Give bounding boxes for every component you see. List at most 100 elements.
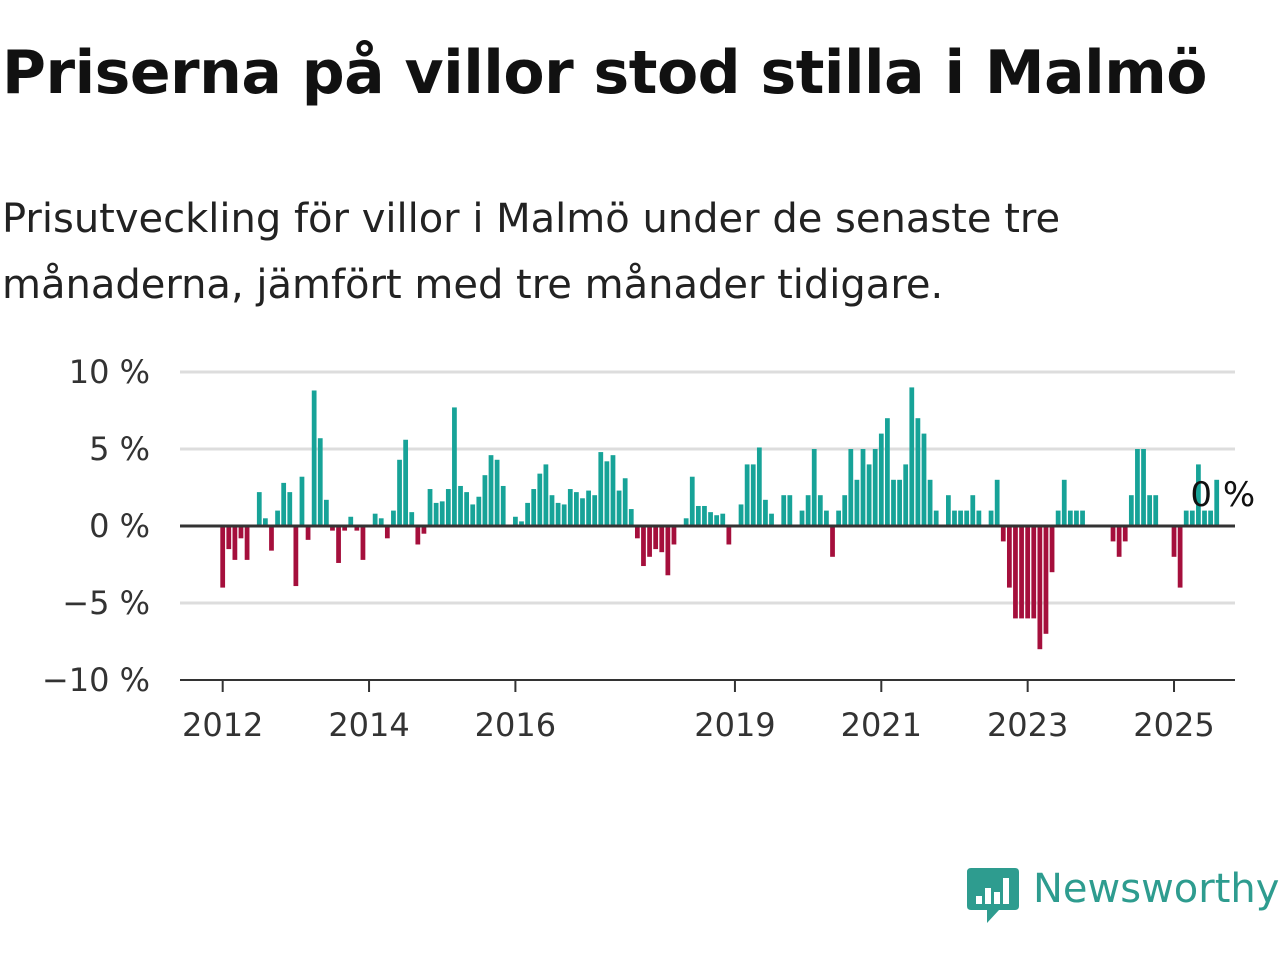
bar (915, 418, 921, 526)
bar (244, 526, 250, 560)
chart-subtitle: Prisutveckling för villor i Malmö under … (2, 196, 1061, 308)
bar (817, 495, 823, 526)
bar (433, 502, 439, 526)
x-tick-label: 2016 (475, 706, 556, 744)
bar (403, 439, 409, 526)
bar (799, 510, 805, 526)
bar (824, 510, 829, 526)
y-tick-label: −10 % (42, 661, 150, 699)
bar (238, 526, 244, 539)
bar (513, 516, 518, 526)
bar (830, 526, 835, 557)
bar (256, 492, 262, 526)
bar (598, 452, 604, 526)
bar (586, 490, 591, 526)
bar (689, 476, 695, 526)
brand-name: Newsworthy (1033, 866, 1280, 912)
bar (287, 492, 293, 526)
bar-chart: 10 % 5 % 0 % −5 % −10 % 2012 2014 2016 2019 2021 2… (42, 353, 1255, 744)
y-tick-label: 10 % (69, 353, 150, 391)
bar (616, 490, 622, 526)
bar (836, 510, 841, 526)
bar (1006, 526, 1012, 588)
bar (903, 464, 909, 526)
bar (866, 464, 872, 526)
bar (409, 512, 415, 526)
bar (921, 433, 927, 526)
tick-labels: 10 % 5 % 0 % −5 % −10 % 2012 2014 2016 2019 2021 2… (42, 353, 1255, 744)
bar (531, 489, 537, 526)
bar (610, 455, 616, 526)
bar (976, 510, 982, 526)
bar (1202, 510, 1207, 526)
bar (842, 495, 848, 526)
bar (592, 495, 598, 526)
bar (708, 512, 713, 526)
bar (342, 526, 348, 531)
bar (1177, 526, 1183, 588)
bar (1037, 526, 1043, 650)
bar (665, 526, 671, 576)
bar (555, 502, 561, 526)
bar (1000, 526, 1006, 542)
chart-title: Priserna på villor stod stilla i Malmö (2, 38, 1207, 108)
bar (1019, 526, 1024, 619)
bar (452, 407, 457, 526)
bar (494, 459, 500, 526)
bar (738, 504, 744, 526)
newsworthy-logo-icon (967, 868, 1019, 923)
bar (763, 499, 768, 526)
bar (1080, 510, 1085, 526)
bar (561, 504, 567, 526)
grid-lines (180, 370, 1235, 605)
bar (232, 526, 238, 560)
bar (537, 473, 543, 526)
bar (927, 479, 933, 526)
bar (1128, 495, 1134, 526)
bar (384, 526, 390, 539)
bar (726, 526, 732, 545)
bar (952, 510, 957, 526)
bar (543, 464, 549, 526)
bar (311, 390, 317, 526)
x-tick-label: 2012 (182, 706, 263, 744)
bar (1025, 526, 1031, 619)
bar (445, 489, 451, 526)
x-tick-label: 2014 (328, 706, 409, 744)
x-tick-label: 2023 (987, 706, 1068, 744)
bar (958, 510, 963, 526)
bar (994, 479, 1000, 526)
axes (180, 524, 1235, 692)
bar (854, 479, 860, 526)
bar (263, 518, 268, 526)
bar (500, 485, 506, 526)
last-value-label: 0 % (1190, 475, 1255, 515)
bar (567, 489, 573, 526)
bar (220, 526, 226, 588)
bar (659, 526, 665, 553)
bar (372, 513, 378, 526)
bar (574, 492, 579, 526)
bar (885, 418, 890, 526)
bar (299, 476, 305, 526)
bar (482, 475, 488, 526)
bar (946, 495, 951, 526)
x-tick-label: 2025 (1133, 706, 1214, 744)
bar (1043, 526, 1049, 634)
bar (634, 526, 640, 539)
bar (1055, 510, 1061, 526)
bar (909, 387, 915, 526)
bar (622, 478, 628, 526)
bar (964, 510, 970, 526)
bar (811, 449, 817, 526)
x-tick-label: 2021 (841, 706, 922, 744)
bar (933, 510, 939, 526)
bar (458, 485, 463, 526)
bar (378, 518, 384, 526)
bar (714, 515, 720, 526)
bar (415, 526, 421, 545)
bar (805, 495, 811, 526)
bar (702, 505, 707, 526)
bar (525, 502, 530, 526)
bar (305, 526, 311, 540)
